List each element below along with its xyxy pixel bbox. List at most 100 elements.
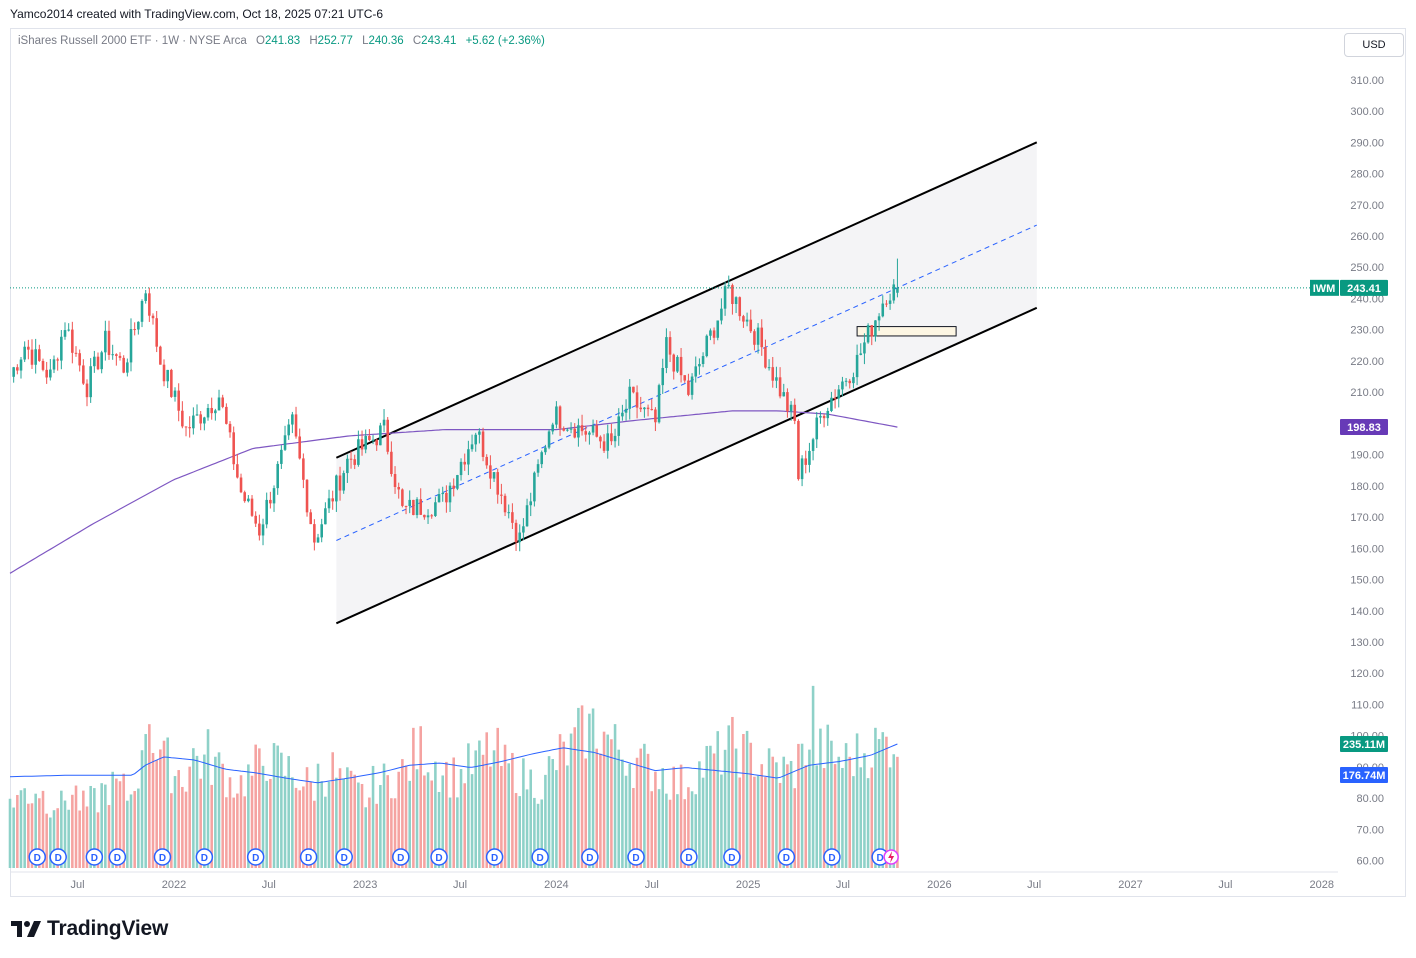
candle-body bbox=[118, 355, 122, 358]
candle-body bbox=[302, 458, 305, 480]
candle-body bbox=[830, 397, 833, 411]
candle-body bbox=[85, 383, 89, 398]
volume-bar bbox=[833, 764, 837, 868]
price-tick-label: 150.00 bbox=[1350, 575, 1384, 587]
volume-bar bbox=[12, 807, 15, 868]
volume-bar bbox=[712, 753, 716, 868]
dividend-marker-letter: D bbox=[114, 853, 121, 864]
candle-body bbox=[170, 369, 173, 397]
candle-body bbox=[225, 406, 228, 424]
volume-bar bbox=[261, 765, 265, 868]
volume-bar bbox=[635, 757, 639, 868]
candle-body bbox=[826, 410, 830, 419]
volume-bar bbox=[159, 749, 162, 868]
volume-bar bbox=[448, 797, 452, 868]
candle-body bbox=[298, 436, 301, 459]
volume-bar bbox=[133, 791, 136, 868]
volume-bar bbox=[687, 787, 690, 868]
candle-body bbox=[16, 367, 19, 371]
legend-change: +5.62 (+2.36%) bbox=[465, 35, 545, 47]
volume-bar bbox=[89, 785, 92, 868]
candle-body bbox=[591, 425, 595, 433]
candle-body bbox=[885, 303, 888, 305]
candle-body bbox=[181, 410, 184, 427]
price-tag-symbol-bg bbox=[1310, 279, 1339, 296]
legend-high-label: H bbox=[309, 35, 318, 47]
candle-body bbox=[250, 498, 254, 516]
volume-bar bbox=[723, 749, 727, 868]
candle-body bbox=[533, 472, 536, 502]
volume-bar bbox=[305, 767, 309, 868]
channel-fill bbox=[336, 142, 1037, 624]
candle-body bbox=[126, 362, 129, 373]
candle-body bbox=[426, 515, 430, 518]
volume-bar bbox=[771, 756, 775, 868]
price-tick-label: 190.00 bbox=[1350, 450, 1384, 462]
volume-bar bbox=[720, 774, 723, 868]
volume-bar bbox=[93, 788, 96, 868]
candle-body bbox=[247, 498, 250, 502]
candle-body bbox=[111, 354, 114, 356]
volume-bar bbox=[415, 769, 419, 868]
volume-bar bbox=[104, 784, 107, 868]
volume-bar bbox=[822, 768, 826, 868]
volume-ma-line bbox=[9, 743, 898, 784]
candle-body bbox=[144, 293, 147, 301]
volume-bar bbox=[749, 742, 753, 868]
volume-bar bbox=[866, 778, 870, 868]
volume-bar bbox=[456, 797, 459, 868]
volume-bar bbox=[500, 765, 503, 868]
candle-body bbox=[56, 359, 59, 361]
candle-body bbox=[848, 380, 852, 384]
volume-bar bbox=[529, 769, 533, 868]
candle-body bbox=[38, 349, 41, 361]
volume-bar bbox=[888, 767, 892, 868]
candle-body bbox=[782, 392, 786, 397]
volume-bar bbox=[753, 776, 756, 868]
candle-body bbox=[52, 359, 56, 370]
volume-bar bbox=[41, 790, 45, 868]
candle-body bbox=[228, 423, 232, 433]
volume-bar bbox=[364, 807, 367, 868]
candle-body bbox=[855, 354, 859, 378]
candle-body bbox=[767, 367, 771, 369]
candle-body bbox=[437, 494, 441, 503]
candle-body bbox=[265, 499, 268, 525]
volume-bar bbox=[437, 791, 441, 868]
candle-body bbox=[727, 285, 731, 287]
volume-bar bbox=[23, 788, 26, 868]
volume-ma-tag: 176.74M bbox=[1343, 770, 1386, 782]
volume-bar bbox=[496, 727, 500, 868]
candle-body bbox=[646, 407, 650, 410]
price-tick-label: 210.00 bbox=[1350, 387, 1384, 399]
candle-body bbox=[731, 285, 734, 304]
volume-bar bbox=[408, 780, 411, 868]
volume-bar bbox=[478, 740, 481, 868]
candle-body bbox=[239, 477, 243, 493]
time-tick-label: Jul bbox=[71, 879, 85, 891]
candle-body bbox=[232, 432, 235, 465]
candle-body bbox=[749, 319, 753, 332]
volume-bar bbox=[78, 810, 81, 868]
candle-body bbox=[738, 297, 742, 317]
candle-body bbox=[463, 461, 466, 465]
currency-button[interactable]: USD bbox=[1344, 33, 1404, 57]
volume-bar bbox=[503, 744, 507, 868]
volume-bar bbox=[276, 745, 279, 868]
candle-body bbox=[71, 329, 74, 353]
volume-bar bbox=[63, 800, 67, 868]
candle-body bbox=[771, 367, 775, 381]
candle-body bbox=[863, 342, 866, 354]
dividend-marker bbox=[108, 848, 127, 866]
candle-body bbox=[287, 424, 290, 436]
candle-body bbox=[756, 327, 760, 345]
candle-body bbox=[657, 385, 661, 423]
volume-bar bbox=[401, 759, 404, 868]
volume-bar bbox=[342, 778, 345, 868]
volume-bar bbox=[566, 765, 569, 868]
candle-body bbox=[478, 431, 481, 435]
price-tick-label: 240.00 bbox=[1350, 293, 1384, 305]
volume-bar bbox=[533, 797, 536, 868]
volume-bar bbox=[368, 797, 371, 868]
